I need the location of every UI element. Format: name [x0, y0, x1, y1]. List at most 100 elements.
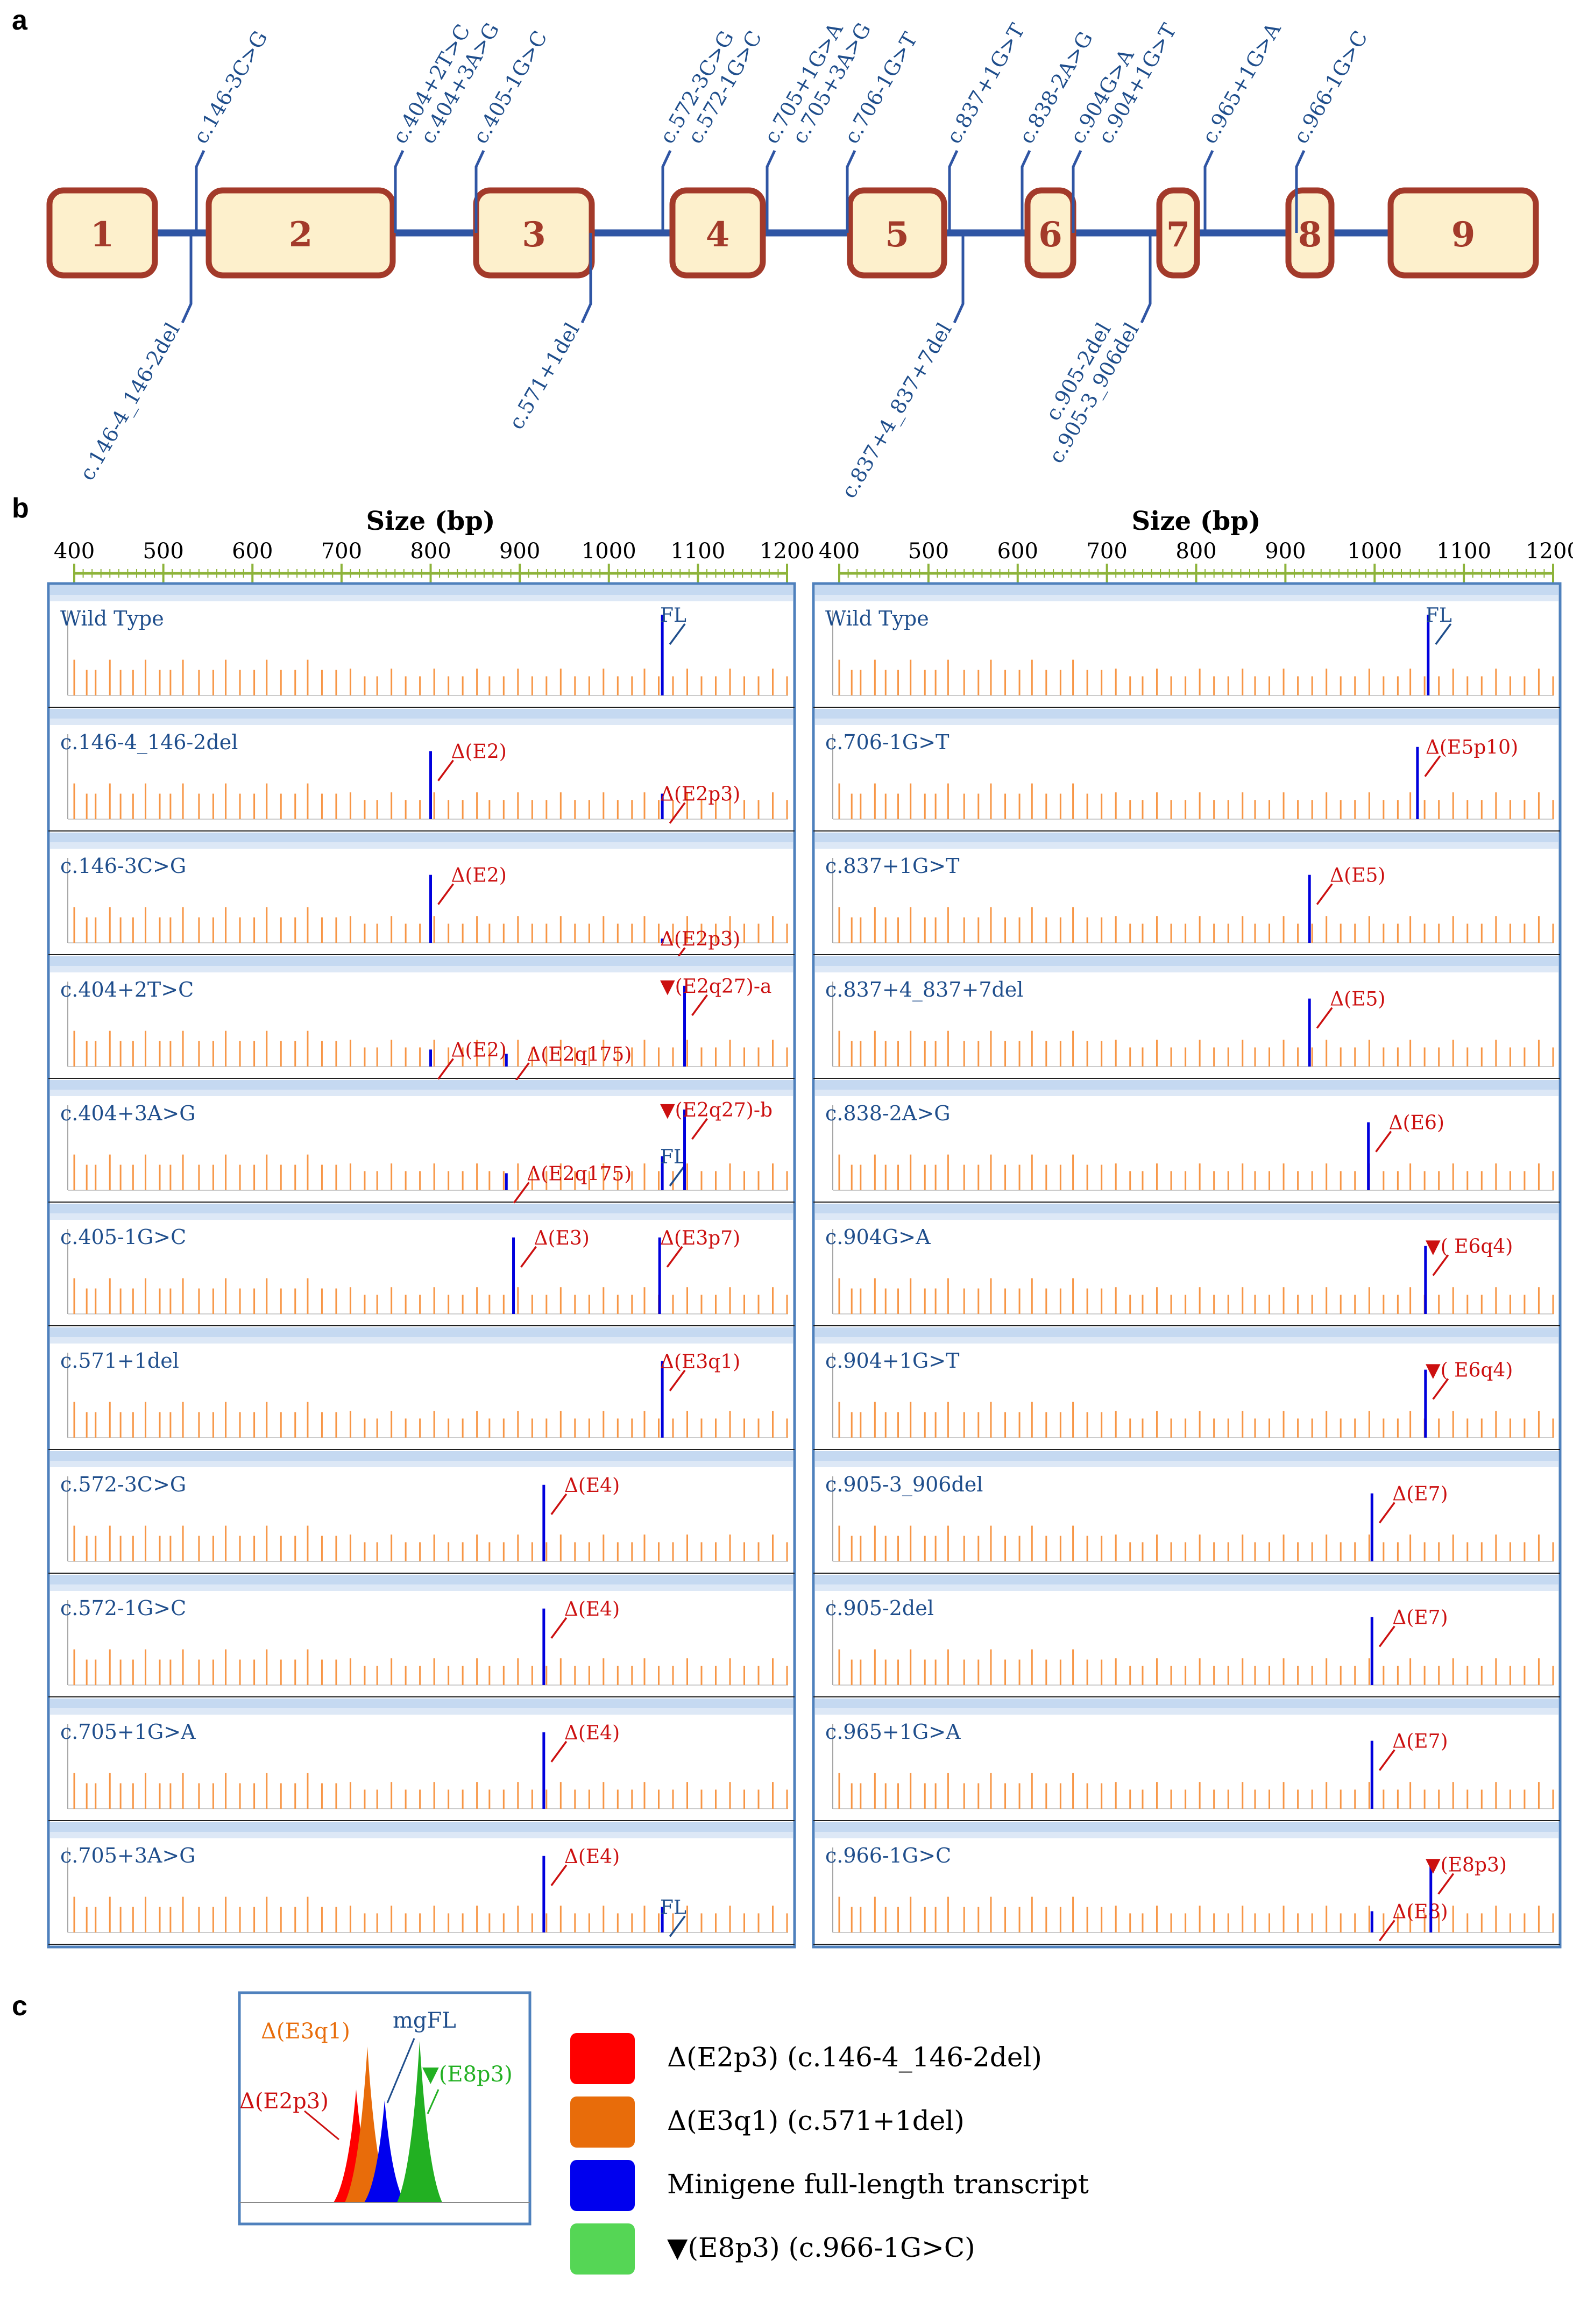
annotation-label: ▼(E8p3)	[1426, 1854, 1507, 1877]
trace-header-strip	[50, 1822, 793, 1832]
axis-tick-label: 500	[908, 539, 949, 564]
annotation-label: FL	[660, 1146, 686, 1168]
trace-scale-strip	[50, 1708, 793, 1715]
trace-name: c.572-1G>C	[60, 1596, 186, 1620]
trace-scale-strip	[50, 595, 793, 601]
variant-pointer-bottom	[953, 233, 965, 324]
variant-pointer-top	[1072, 150, 1082, 233]
annotation-pointer	[1316, 1007, 1333, 1029]
annotation-pointer	[669, 623, 686, 645]
trace-scale-strip	[815, 1832, 1558, 1838]
annotation-pointer	[669, 1369, 686, 1391]
axis-tick-label: 1100	[1436, 539, 1491, 564]
trace-scale-strip	[815, 1090, 1558, 1096]
annotation-pointer	[691, 1118, 708, 1140]
annotation-pointer	[520, 1246, 537, 1268]
trace-header-strip	[50, 956, 793, 966]
peak-mgfl	[364, 2100, 405, 2202]
axis-title: Size (bp)	[1132, 506, 1261, 536]
annotation-pointer	[1378, 1920, 1395, 1942]
annotation-pointer	[1424, 755, 1441, 777]
legend-label: Δ(E3q1) (c.571+1del)	[667, 2105, 965, 2136]
trace-header-strip	[815, 833, 1558, 842]
annotation-label: Δ(E4)	[564, 1598, 620, 1621]
trace-row: c.837+4_837+7del Δ(E5)	[813, 956, 1560, 1079]
trace-scale-strip	[50, 966, 793, 972]
trace-header-strip	[815, 1698, 1558, 1708]
annotation-label: FL	[660, 1897, 686, 1919]
trace-row: c.572-1G>C Δ(E4)	[48, 1575, 795, 1697]
legend-swatch	[570, 2096, 635, 2148]
annotation-label: Δ(E4)	[564, 1475, 620, 1497]
exon-label-9: 9	[1451, 215, 1476, 255]
annotation-label: Δ(E2q175)	[527, 1043, 632, 1065]
exon-label-3: 3	[522, 215, 546, 255]
variant-pointer-top	[1295, 150, 1306, 233]
axis-tick-label: 700	[321, 539, 362, 564]
trace-row: c.705+3A>G Δ(E4) FL	[48, 1822, 795, 1945]
annotation-label: Δ(E5)	[1330, 989, 1385, 1011]
annotation-label: Δ(E2)	[451, 865, 507, 887]
axis-title: Size (bp)	[366, 506, 495, 536]
peak-e8p3	[397, 2041, 442, 2202]
exon-box-5	[847, 187, 947, 279]
trace-row: c.146-3C>G Δ(E2) Δ(E2p3)	[48, 833, 795, 969]
trace-scale-strip	[50, 1584, 793, 1591]
variant-label-top: c.966-1G>C	[1289, 27, 1372, 148]
exon-box-2	[206, 187, 396, 279]
trace-header-strip	[50, 1698, 793, 1708]
trace-name: c.146-3C>G	[60, 854, 186, 878]
inset-pointer-mgfl	[386, 2038, 415, 2103]
trace-row: c.404+3A>G Δ(E2q175) FL ▼(E2q27)-b	[48, 1080, 795, 1204]
trace-name: c.572-3C>G	[60, 1473, 186, 1496]
trace-name: c.404+3A>G	[60, 1101, 196, 1125]
exon-box-9	[1387, 187, 1539, 279]
annotation-pointer	[437, 759, 454, 781]
axis-tick-label: 1000	[582, 539, 636, 564]
annotation-pointer	[550, 1617, 568, 1639]
trace-name: Wild Type	[825, 607, 929, 630]
trace-name: c.905-2del	[825, 1596, 934, 1620]
variant-label-top: c.837+1G>T	[942, 19, 1030, 147]
trace-name: c.706-1G>T	[825, 730, 949, 754]
trace-row: c.966-1G>C Δ(E8) ▼(E8p3)	[813, 1822, 1560, 1945]
annotation-label: Δ(E2p3)	[660, 784, 740, 806]
trace-header-strip	[50, 585, 793, 595]
annotation-pointer	[437, 1058, 454, 1080]
trace-header-strip	[50, 1204, 793, 1213]
annotation-pointer	[666, 1246, 683, 1268]
trace-name: c.966-1G>C	[825, 1844, 951, 1867]
axis-tick-label: 900	[499, 539, 540, 564]
trace-name: Wild Type	[60, 607, 164, 630]
axis-tick-label: 1200	[760, 539, 814, 564]
trace-scale-strip	[50, 1337, 793, 1344]
axis-tick-label: 1200	[1526, 539, 1573, 564]
trace-row: c.965+1G>A Δ(E7)	[813, 1698, 1560, 1821]
trace-panel-frame	[812, 582, 1562, 1949]
exon-label-4: 4	[706, 215, 730, 255]
trace-scale-strip	[50, 1213, 793, 1220]
trace-row: c.905-3_906del Δ(E7)	[813, 1451, 1560, 1574]
exon-label-2: 2	[289, 215, 313, 255]
legend-label: ▼(E8p3) (c.966-1G>C)	[667, 2232, 975, 2263]
axis-tick-label: 800	[410, 539, 451, 564]
trace-header-strip	[50, 1080, 793, 1090]
variant-pointer-top	[474, 150, 485, 233]
variant-label-bottom: c.837+4_837+7del	[837, 319, 956, 503]
variant-label-bottom: c.146-4_146-2del	[75, 319, 185, 485]
axis-tick-label: 900	[1265, 539, 1306, 564]
annotation-pointer	[1432, 1254, 1449, 1276]
annotation-pointer	[1378, 1625, 1395, 1647]
legend-label: Δ(E2p3) (c.146-4_146-2del)	[667, 2042, 1042, 2073]
exon-box-7	[1156, 187, 1200, 279]
exon-label-1: 1	[90, 215, 115, 255]
trace-name: c.904G>A	[825, 1225, 931, 1249]
axis-tick-label: 1000	[1347, 539, 1402, 564]
variant-pointer-top	[1203, 150, 1214, 233]
panel-label-a: a	[12, 5, 27, 36]
legend-swatch	[570, 2033, 635, 2084]
trace-header-strip	[50, 709, 793, 719]
trace-name: c.146-4_146-2del	[60, 730, 238, 755]
annotation-pointer	[1435, 623, 1452, 645]
